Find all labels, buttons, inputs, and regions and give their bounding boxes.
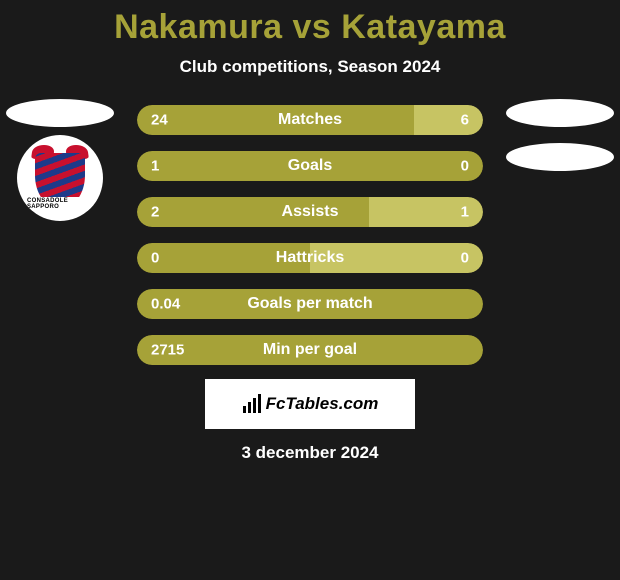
stat-bar-row: 1 0 Goals [137,151,483,181]
page-title: Nakamura vs Katayama [0,8,620,47]
stat-value-right: 0 [461,250,469,267]
stat-value-right: 1 [461,204,469,221]
comparison-infographic: Nakamura vs Katayama Club competitions, … [0,0,620,463]
stat-value-right: 0 [461,158,469,175]
left-team-logo: CONSADOLE SAPPORO [17,135,103,221]
left-ellipse-icon [6,99,114,127]
right-player-badges [506,99,614,171]
bar-segment-left [137,105,414,135]
chart-icon [242,394,262,414]
logo-text: CONSADOLE SAPPORO [23,197,97,211]
right-ellipse-2-icon [506,143,614,171]
stat-bar-row: 24 6 Matches [137,105,483,135]
stat-label: Min per goal [263,341,357,359]
stat-value-right: 6 [461,112,469,129]
stat-value-left: 2 [151,204,159,221]
right-ellipse-1-icon [506,99,614,127]
comparison-body: CONSADOLE SAPPORO 24 6 Matches 1 0 Goals 2 1 Ass… [0,105,620,463]
date-text: 3 december 2024 [0,443,620,463]
stat-bar-row: 2715 Min per goal [137,335,483,365]
stat-label: Goals per match [247,295,372,313]
stat-label: Matches [278,111,342,129]
bar-segment-right [414,105,483,135]
left-player-badges: CONSADOLE SAPPORO [6,99,114,221]
stat-value-left: 2715 [151,342,184,359]
stat-bar-row: 0.04 Goals per match [137,289,483,319]
stat-label: Hattricks [276,249,344,267]
stat-value-left: 0.04 [151,296,180,313]
stat-bars: 24 6 Matches 1 0 Goals 2 1 Assists 0 0 Hattricks 0.0… [137,105,483,365]
logo-inner: CONSADOLE SAPPORO [23,141,97,215]
stat-bar-row: 2 1 Assists [137,197,483,227]
stat-value-left: 24 [151,112,168,129]
stat-bar-row: 0 0 Hattricks [137,243,483,273]
stat-label: Assists [282,203,339,221]
brand-badge: FcTables.com [205,379,415,429]
stat-value-left: 1 [151,158,159,175]
subtitle: Club competitions, Season 2024 [0,57,620,77]
stat-value-left: 0 [151,250,159,267]
stat-label: Goals [288,157,332,175]
brand-text: FcTables.com [266,394,379,414]
